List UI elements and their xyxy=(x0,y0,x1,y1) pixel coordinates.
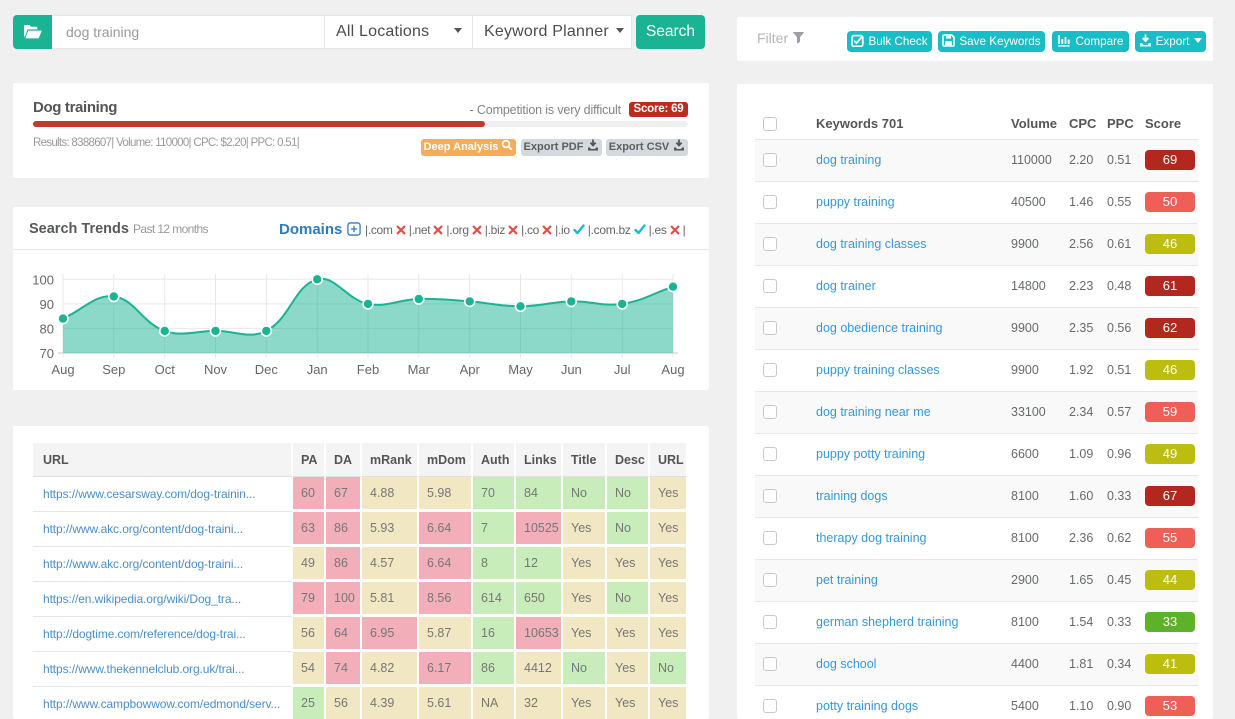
svg-text:Feb: Feb xyxy=(357,362,379,377)
svg-text:100: 100 xyxy=(32,272,54,287)
svg-text:70: 70 xyxy=(40,346,54,361)
svg-text:Mar: Mar xyxy=(408,362,431,377)
svg-text:80: 80 xyxy=(40,321,54,336)
svg-text:Apr: Apr xyxy=(460,362,481,377)
svg-text:Jun: Jun xyxy=(561,362,582,377)
svg-text:Aug: Aug xyxy=(661,362,684,377)
svg-text:Dec: Dec xyxy=(255,362,279,377)
svg-text:May: May xyxy=(508,362,533,377)
svg-text:Aug: Aug xyxy=(51,362,74,377)
svg-text:Jan: Jan xyxy=(307,362,328,377)
svg-text:Sep: Sep xyxy=(102,362,125,377)
svg-text:Jul: Jul xyxy=(614,362,631,377)
svg-text:90: 90 xyxy=(40,297,54,312)
svg-text:Nov: Nov xyxy=(204,362,228,377)
svg-text:Oct: Oct xyxy=(155,362,176,377)
